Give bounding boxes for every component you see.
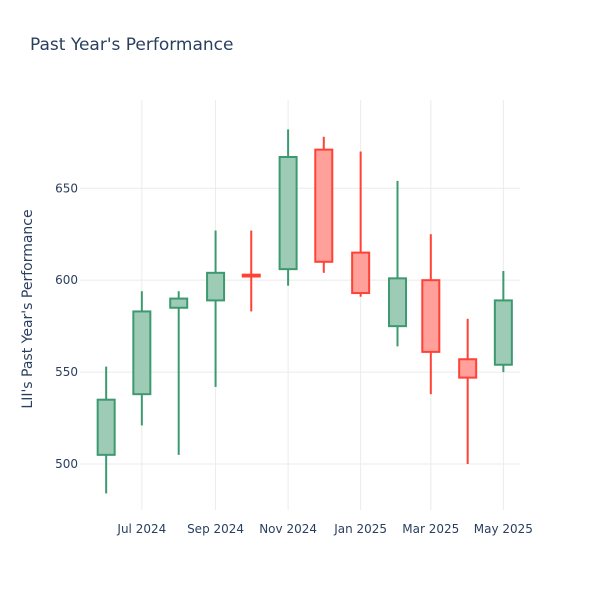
candle-body bbox=[132, 310, 152, 396]
x-tick-label: Sep 2024 bbox=[187, 522, 244, 536]
candles bbox=[96, 129, 513, 494]
y-tick-label: 500 bbox=[55, 457, 78, 471]
candle-increasing bbox=[493, 270, 513, 373]
x-tick-label: Mar 2025 bbox=[402, 522, 459, 536]
y-axis-ticks: 500 550 600 650 bbox=[55, 181, 78, 471]
candle-body bbox=[206, 271, 226, 302]
x-tick-label: Jan 2025 bbox=[333, 522, 387, 536]
candle-body bbox=[278, 155, 298, 271]
candle-body bbox=[241, 273, 261, 278]
y-tick-label: 550 bbox=[55, 365, 78, 379]
candle-body bbox=[388, 277, 408, 328]
candle-increasing bbox=[388, 180, 408, 347]
y-axis-title: LII's Past Year's Performance bbox=[20, 209, 36, 408]
grid-lines bbox=[80, 100, 520, 510]
candle-decreasing bbox=[458, 318, 478, 465]
candle-body bbox=[351, 251, 371, 295]
candle-decreasing bbox=[351, 151, 371, 297]
candle-increasing bbox=[278, 129, 298, 286]
y-tick-label: 650 bbox=[55, 181, 78, 195]
candle-body bbox=[314, 148, 334, 263]
chart-title: Past Year's Performance bbox=[30, 35, 234, 55]
candle-increasing bbox=[169, 291, 189, 455]
candle-increasing bbox=[206, 230, 226, 387]
y-tick-label: 600 bbox=[55, 273, 78, 287]
candle-body bbox=[421, 279, 441, 353]
x-tick-label: Nov 2024 bbox=[259, 522, 317, 536]
candle-decreasing bbox=[241, 230, 261, 312]
candle-body bbox=[169, 297, 189, 309]
candle-body bbox=[493, 299, 513, 366]
x-tick-label: Jul 2024 bbox=[116, 522, 166, 536]
x-tick-label: May 2025 bbox=[474, 522, 533, 536]
candle-decreasing bbox=[314, 136, 334, 273]
x-axis-ticks: Jul 2024 Sep 2024 Nov 2024 Jan 2025 Mar 2025… bbox=[116, 522, 533, 536]
candle-body bbox=[458, 358, 478, 379]
candle-decreasing bbox=[421, 234, 441, 395]
candle-increasing bbox=[96, 366, 116, 494]
candle-increasing bbox=[132, 291, 152, 426]
candle-body bbox=[96, 398, 116, 456]
